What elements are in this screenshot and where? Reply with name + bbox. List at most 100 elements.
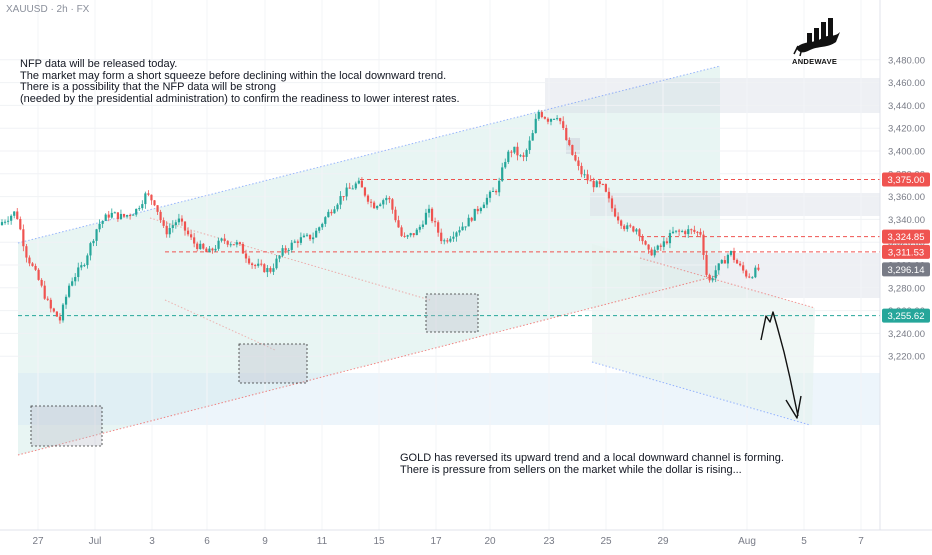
- candle-body: [205, 248, 208, 253]
- candle-body: [479, 208, 482, 212]
- candle-body: [257, 263, 260, 266]
- candle-body: [98, 223, 101, 230]
- candle-body: [214, 248, 217, 251]
- candle-body: [34, 265, 37, 270]
- downward-channel-fill: [592, 244, 815, 425]
- candle-body: [116, 212, 119, 220]
- candles: [0, 109, 760, 324]
- price-tag: [882, 262, 930, 277]
- candle-body: [507, 151, 510, 162]
- candle-body: [684, 231, 687, 235]
- price-tag: [882, 244, 930, 259]
- candle-body: [217, 240, 220, 249]
- candle-body: [202, 243, 205, 249]
- price-tag-label: 3,324.85: [888, 232, 925, 243]
- candle-body: [482, 204, 485, 209]
- candle-body: [162, 220, 165, 226]
- candle-body: [348, 187, 351, 189]
- candle-body: [708, 274, 711, 281]
- candle-body: [0, 222, 4, 226]
- candle-body: [717, 263, 720, 271]
- candle-body: [327, 211, 330, 218]
- candle-body: [739, 263, 742, 266]
- candle-body: [284, 248, 287, 251]
- candle-body: [171, 225, 174, 229]
- candle-body: [467, 217, 470, 227]
- candle-body: [135, 208, 138, 215]
- candle-body: [28, 257, 31, 264]
- candle-body: [458, 230, 461, 233]
- candle-body: [632, 226, 635, 232]
- candle-body: [424, 212, 428, 225]
- candle-body: [613, 208, 617, 217]
- candle-body: [360, 180, 363, 188]
- time-axis[interactable]: 27 Jul 3 6 9 11 15 17 20 23 25 29 Aug 5 7: [32, 536, 864, 547]
- candle-body: [601, 184, 604, 186]
- candle-body: [107, 214, 110, 218]
- candle-body: [394, 209, 397, 221]
- candle-body: [519, 155, 522, 157]
- candle-body: [498, 180, 501, 193]
- candle-body: [150, 194, 153, 201]
- candle-body: [388, 197, 391, 200]
- candle-body: [369, 201, 373, 203]
- candle-body: [617, 216, 620, 221]
- candle-body: [571, 144, 574, 156]
- candle-body: [552, 118, 556, 120]
- candle-body: [449, 238, 452, 242]
- candle-body: [342, 196, 345, 198]
- candle-body: [525, 150, 528, 157]
- candle-body: [653, 249, 656, 256]
- candle-body: [129, 215, 132, 217]
- candle-body: [122, 213, 126, 217]
- price-tag-label: 3,375.00: [888, 175, 925, 186]
- candle-body: [354, 183, 357, 189]
- candle-body: [315, 230, 318, 238]
- candle-body: [64, 296, 68, 305]
- price-tags: 3,375.00 3,324.85 3,311.53 3,296.14 3,255.62: [882, 172, 930, 323]
- candle-body: [531, 133, 534, 141]
- candle-body: [89, 243, 92, 256]
- candle-body: [397, 220, 400, 228]
- price-levels: [18, 179, 880, 317]
- candle-body: [437, 222, 440, 233]
- projection-arrowhead: [785, 395, 802, 419]
- candle-body: [312, 237, 315, 240]
- x-tick-label: 15: [373, 536, 385, 547]
- candle-body: [586, 174, 589, 181]
- candle-body: [193, 237, 196, 244]
- candle-body: [720, 260, 723, 264]
- candle-body: [77, 267, 80, 278]
- candle-body: [68, 285, 71, 297]
- candle-body: [403, 235, 406, 237]
- candle-body: [455, 232, 458, 237]
- candle-body: [668, 233, 672, 244]
- candle-body: [549, 118, 553, 122]
- box-2: [238, 343, 308, 384]
- candle-body: [647, 244, 650, 250]
- candle-body: [141, 204, 144, 209]
- candle-body: [382, 200, 385, 205]
- candle-body: [144, 193, 147, 205]
- candle-body: [25, 246, 28, 258]
- upper-zone: [545, 78, 880, 113]
- x-tick-label: 17: [430, 536, 442, 547]
- price-tag-label: 3,311.53: [888, 247, 924, 258]
- candle-body: [379, 204, 382, 207]
- candle-body: [504, 161, 507, 168]
- candle-body: [391, 199, 394, 210]
- candle-body: [421, 224, 424, 227]
- candle-body: [19, 219, 22, 230]
- x-tick-label: 29: [657, 536, 669, 547]
- candle-body: [757, 267, 760, 270]
- candle-body: [754, 267, 757, 278]
- symbol-label: XAUUSD · 2h · FX: [6, 4, 90, 15]
- upward-channel-fill: [18, 66, 720, 455]
- candle-body: [620, 220, 623, 226]
- x-tick-label: Aug: [738, 536, 756, 547]
- price-tag: [882, 308, 930, 323]
- candle-body: [287, 249, 290, 251]
- candle-body: [74, 277, 77, 282]
- candle-body: [488, 191, 492, 198]
